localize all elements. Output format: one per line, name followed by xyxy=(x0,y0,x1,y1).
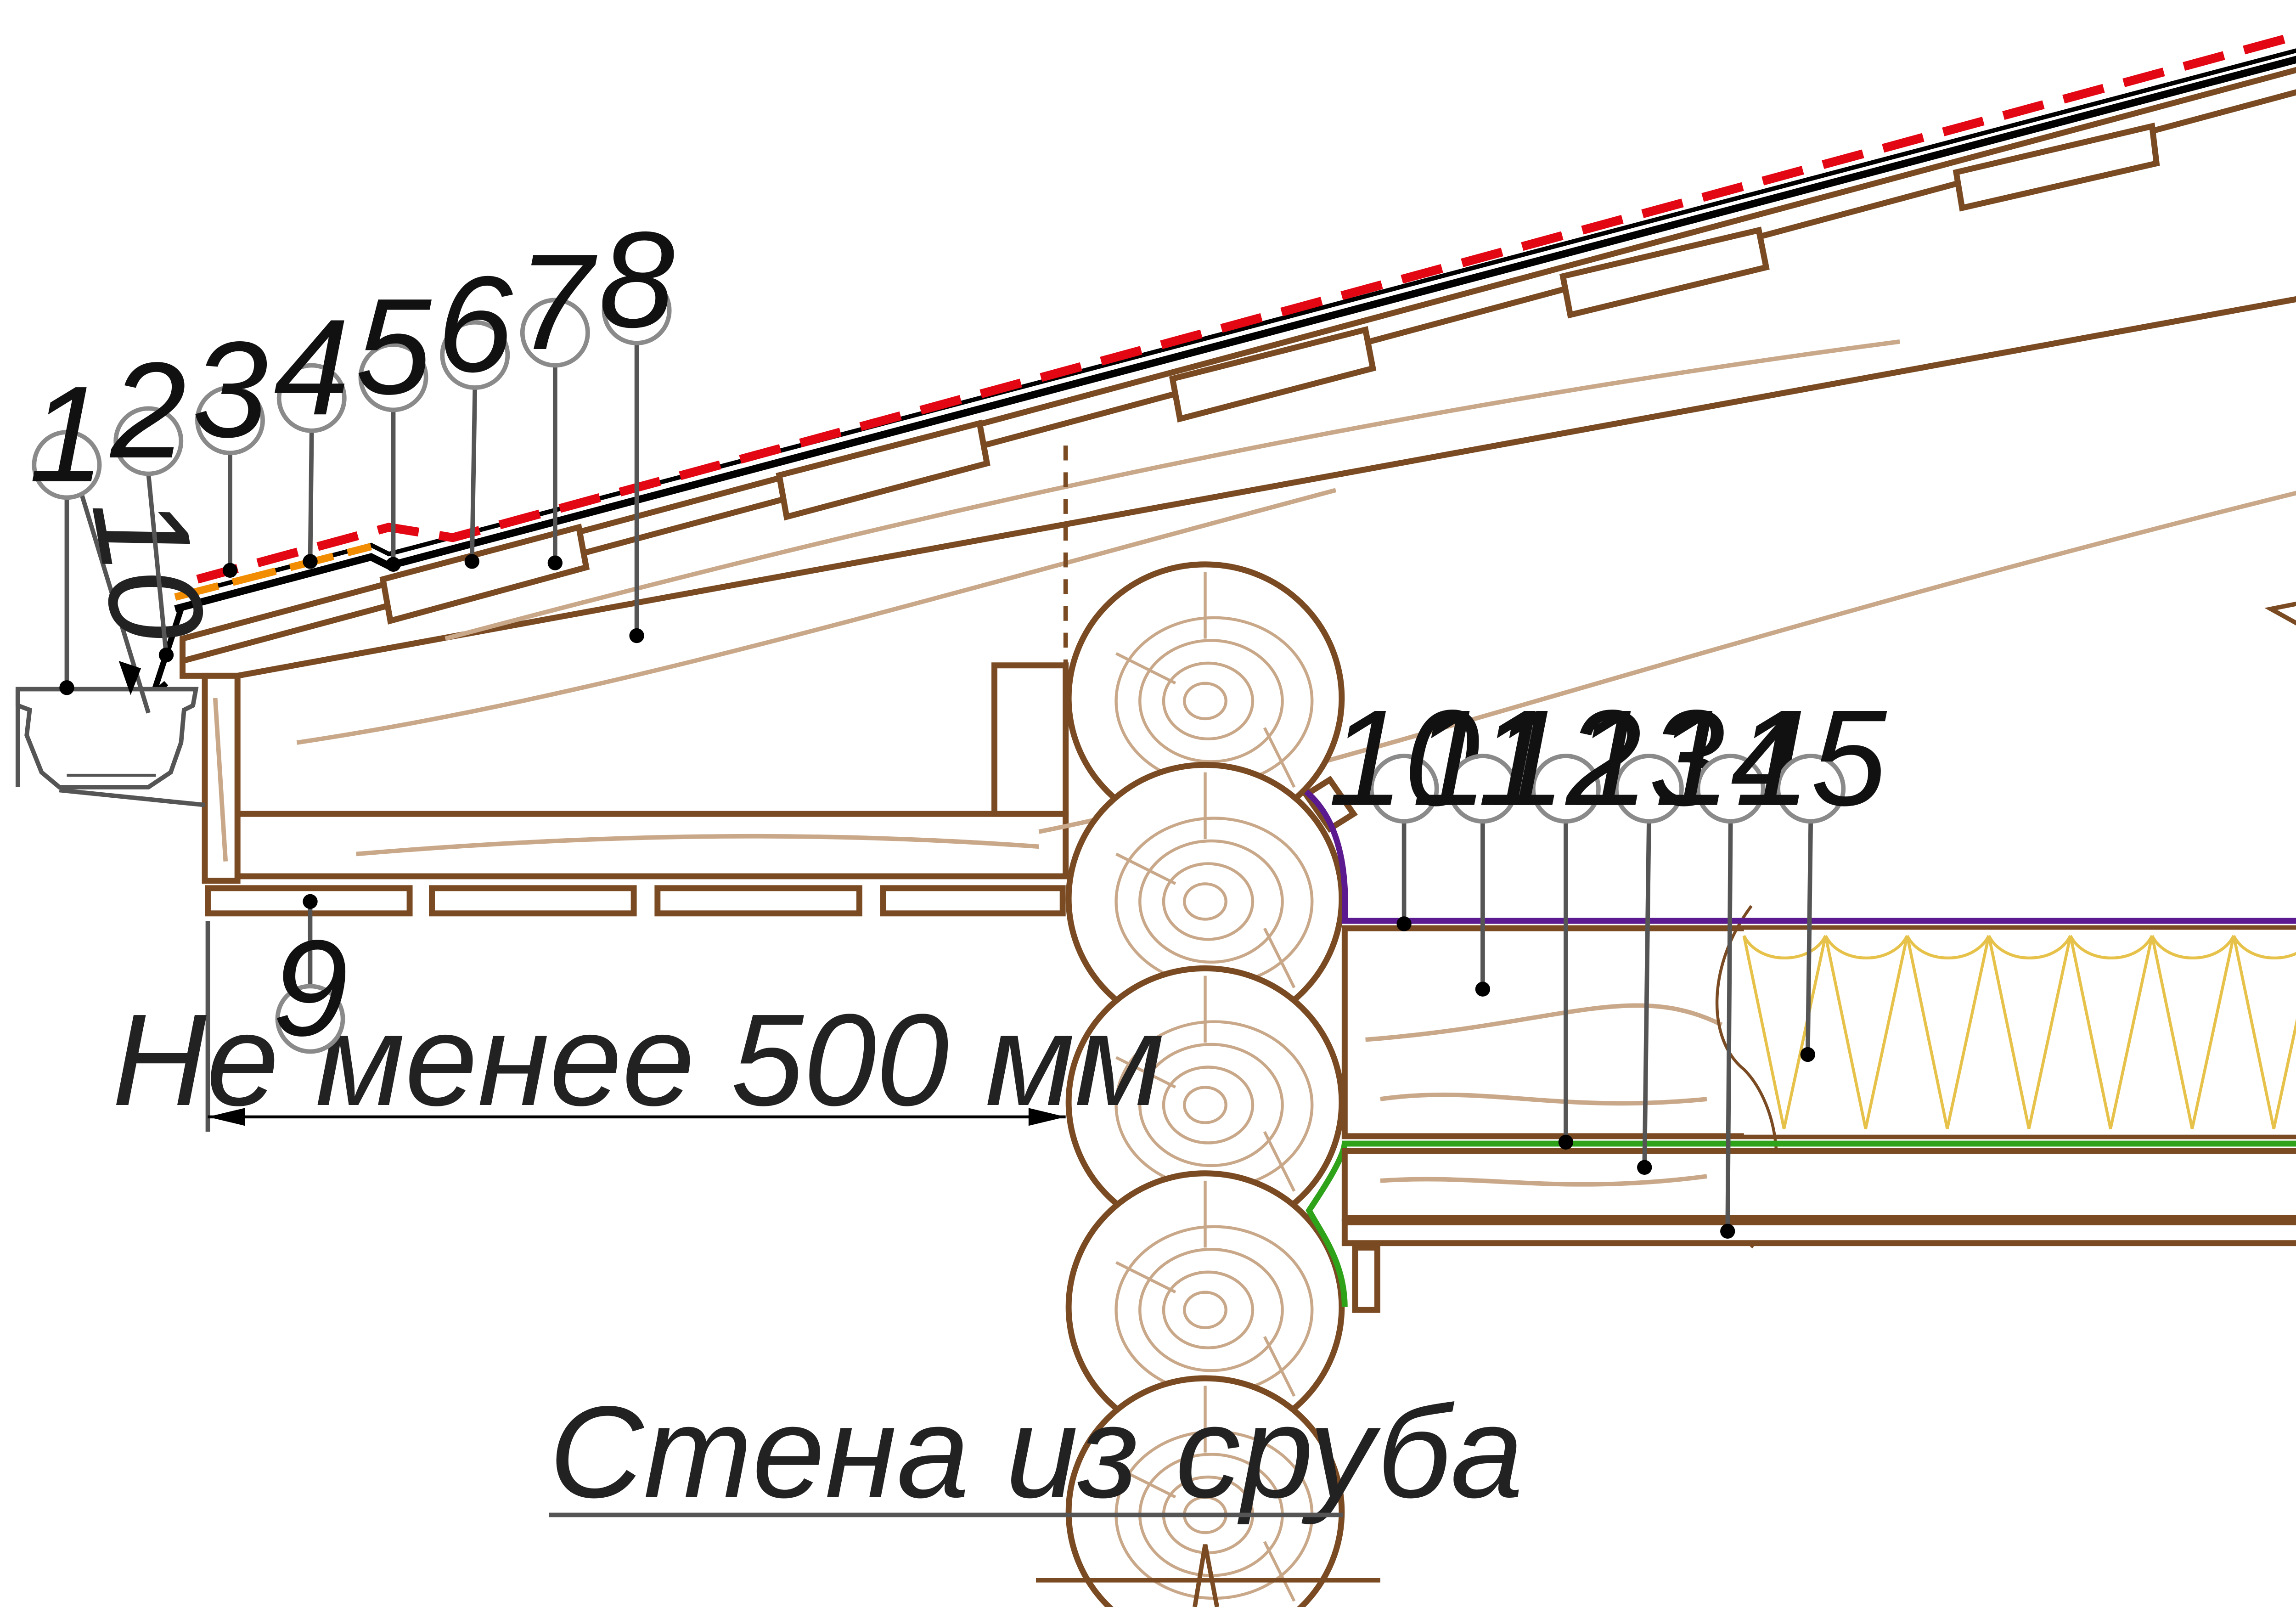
callout-point xyxy=(464,554,479,569)
support-post xyxy=(991,662,1069,817)
batten-1 xyxy=(379,523,590,625)
callout-circle xyxy=(195,385,265,456)
ceiling-finish xyxy=(1341,1219,2296,1246)
callout-circle xyxy=(275,984,345,1054)
callout-1: 1 xyxy=(29,358,105,695)
batten-5 xyxy=(1953,122,2160,212)
log-3 xyxy=(1065,965,1345,1239)
batten-3 xyxy=(1169,326,1377,423)
callout-number: 8 xyxy=(599,203,675,356)
callout-number: 9 xyxy=(272,912,348,1065)
underlay-orange-line xyxy=(174,543,372,601)
soffit-board-2 xyxy=(429,885,637,917)
callout-point xyxy=(547,555,563,570)
insulation-pattern xyxy=(2150,935,2235,1129)
callout-circle xyxy=(113,406,184,476)
callout-12: 12 xyxy=(1490,682,1642,1150)
callout-point xyxy=(1558,1134,1574,1150)
dimension-label: Не менее 500 мм xyxy=(112,987,1164,1133)
callout-point xyxy=(1720,1224,1735,1239)
callout-point xyxy=(1637,1160,1652,1175)
callout-point xyxy=(303,894,318,909)
callout-number: 7 xyxy=(517,226,598,378)
insulation-pattern xyxy=(2069,935,2154,1129)
callout-point xyxy=(629,628,644,643)
callout-3: 3 xyxy=(192,314,269,578)
callout-4: 4 xyxy=(274,291,349,569)
callout-number: 3 xyxy=(192,314,269,466)
log-wall xyxy=(1036,561,1380,1607)
callout-circle xyxy=(276,363,347,433)
callout-circle xyxy=(32,430,102,500)
callout-number: 4 xyxy=(274,291,349,444)
callout-point xyxy=(59,680,74,695)
insulation-pattern xyxy=(1987,935,2072,1129)
callout-circle xyxy=(1695,754,1766,824)
callout-6: 6 xyxy=(437,248,514,569)
log-2 xyxy=(1065,761,1345,1035)
soffit-assembly xyxy=(202,445,1069,917)
callout-number: 12 xyxy=(1490,682,1642,835)
gutter xyxy=(15,687,205,807)
callout-point xyxy=(303,554,318,569)
soffit-board-4 xyxy=(880,885,1066,917)
roofing-red-line xyxy=(196,31,2296,584)
dimension-500: Не менее 500 мм xyxy=(112,920,1164,1133)
callout-number: 11 xyxy=(1412,682,1554,835)
callout-number: 5 xyxy=(355,271,432,423)
callout-circle xyxy=(602,275,672,345)
soffit-board-3 xyxy=(654,885,862,917)
ceiling-board xyxy=(1341,1148,2296,1221)
corner-bracket xyxy=(1302,776,1358,833)
callout-11: 11 xyxy=(1412,682,1554,997)
callout-point xyxy=(1396,916,1412,931)
callout-number: 6 xyxy=(437,248,514,400)
insulation-pattern xyxy=(1906,935,1991,1129)
callout-13: 13 xyxy=(1573,682,1726,1175)
insulation-pattern xyxy=(1824,935,1909,1129)
membrane-line xyxy=(174,56,2296,613)
callout-circle xyxy=(520,298,590,368)
callout-number: 15 xyxy=(1735,682,1888,835)
callout-circle xyxy=(1614,754,1684,824)
wall-label-group: Стена из сруба xyxy=(549,1379,1523,1526)
callout-point xyxy=(1800,1047,1815,1062)
roof-assembly xyxy=(146,31,2296,880)
callout-10: 10 xyxy=(1328,682,1481,931)
insulation-pattern xyxy=(1742,935,1827,1129)
callout-5: 5 xyxy=(355,271,432,572)
wind-membrane xyxy=(1306,1140,2296,1307)
ceiling-assembly xyxy=(1304,789,2296,1313)
callout-circle xyxy=(1531,754,1601,824)
callout-14: 14 xyxy=(1654,682,1806,1239)
callout-9: 9 xyxy=(272,894,348,1065)
callout-number: 13 xyxy=(1573,682,1726,835)
callout-8: 8 xyxy=(599,203,675,643)
wall-label: Стена из сруба xyxy=(549,1379,1523,1526)
insulation-pattern xyxy=(2232,935,2296,1129)
callout-point xyxy=(1475,981,1491,997)
callout-circle xyxy=(358,342,428,412)
callout-circle xyxy=(440,320,510,390)
callout-point xyxy=(222,563,238,578)
callout-circle xyxy=(1776,754,1846,824)
batten-4 xyxy=(1559,226,1770,319)
ceiling-trim xyxy=(1352,1244,1380,1313)
dimension-small-label: 10 xyxy=(64,485,233,654)
vapor-barrier xyxy=(1304,789,2296,924)
callout-number: 1 xyxy=(29,358,105,511)
callout-circle xyxy=(1447,754,1518,824)
callout-point xyxy=(386,557,401,572)
callout-number: 2 xyxy=(108,334,186,487)
callout-7: 7 xyxy=(517,226,598,570)
batten-2 xyxy=(776,419,990,521)
callout-15: 15 xyxy=(1735,682,1888,1062)
callout-2: 2 xyxy=(108,334,186,663)
callout-circle xyxy=(1369,754,1439,824)
callout-point xyxy=(158,647,174,663)
callout-number: 14 xyxy=(1654,682,1806,835)
